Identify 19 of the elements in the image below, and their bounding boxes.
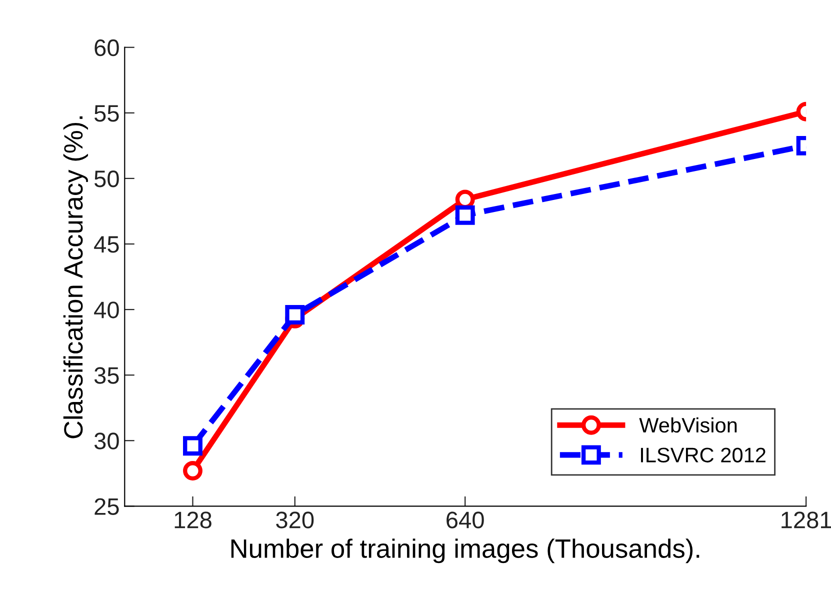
y-tick-label: 60	[94, 39, 119, 56]
y-tick-label: 30	[94, 432, 119, 450]
point	[183, 461, 202, 480]
legend-label: WebVision	[639, 417, 737, 433]
y-tick-label: 35	[94, 367, 119, 384]
x-tick-label: 128	[174, 512, 212, 528]
x-axis-title: Number of training images (Thousands).	[231, 538, 700, 564]
y-axis-title: Classification Accuracy (%).	[63, 116, 88, 438]
point	[455, 205, 475, 225]
y-tick-label: 55	[94, 105, 119, 122]
x-tick-label: 1281	[782, 512, 831, 528]
x-tick-label: 320	[276, 512, 314, 528]
y-tick-label: 40	[94, 302, 119, 318]
y-tick-label: 50	[94, 170, 119, 188]
y-tick-label: 45	[94, 236, 119, 253]
legend-label: ILSVRC 2012	[641, 448, 766, 462]
point	[183, 436, 202, 456]
y-tick-label: 25	[94, 498, 119, 515]
x-tick-label: 640	[446, 512, 484, 528]
